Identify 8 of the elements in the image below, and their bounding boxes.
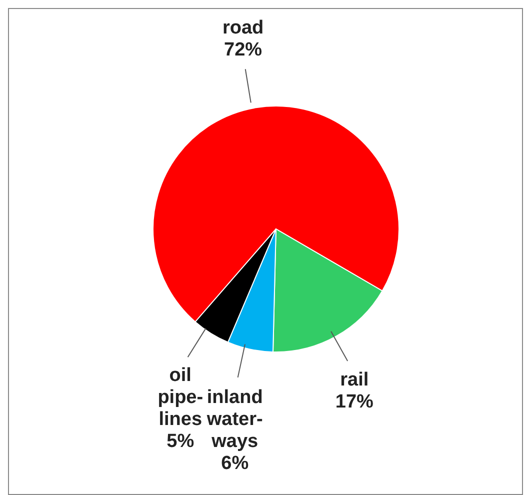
- slice-label: inland water- ways: [206, 387, 263, 452]
- data-label: 72%: [224, 39, 262, 60]
- data-label: 5%: [166, 431, 194, 452]
- data-label: 6%: [221, 453, 249, 474]
- data-label: 17%: [335, 391, 374, 412]
- slice-label: oil pipe- lines: [158, 365, 204, 430]
- slice-label: road: [222, 17, 264, 38]
- slice-label: rail: [340, 369, 369, 390]
